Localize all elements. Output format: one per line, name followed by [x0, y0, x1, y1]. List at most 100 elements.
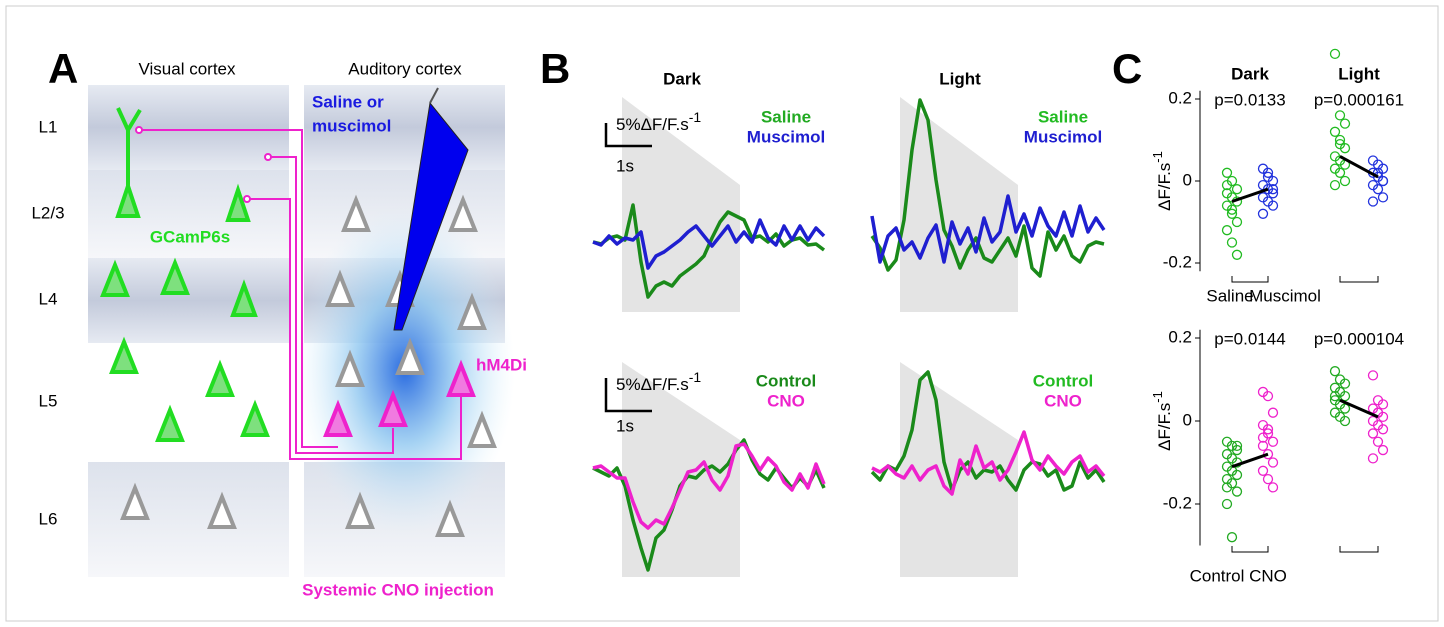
y-tick-label: 0.2 — [1168, 88, 1192, 107]
data-point — [1377, 444, 1389, 456]
panel-label: B — [540, 45, 570, 92]
mean-line — [1231, 187, 1269, 203]
panel-label: C — [1112, 45, 1142, 92]
data-point — [1377, 175, 1389, 187]
data-point — [1329, 48, 1341, 60]
data-point — [1221, 179, 1233, 191]
data-point — [1334, 134, 1346, 146]
data-point — [1372, 436, 1384, 447]
layer-label: L2/3 — [31, 203, 64, 222]
data-point — [1262, 424, 1274, 435]
data-point — [1231, 486, 1243, 497]
layer-label: L4 — [39, 289, 58, 308]
data-point — [1377, 399, 1389, 410]
p-value: p=0.000104 — [1314, 329, 1404, 348]
panel-a: A Visual cortex Auditory cortex L1 L2/3 … — [31, 45, 527, 599]
data-point — [1221, 167, 1233, 178]
category-label: Muscimol — [1249, 286, 1321, 305]
legend-entry: Muscimol — [1024, 127, 1102, 146]
category-label: Saline — [1206, 286, 1253, 305]
y-axis-label-exp: -1 — [1150, 391, 1165, 403]
data-point — [1262, 473, 1274, 485]
legend-entry: CNO — [767, 391, 805, 410]
column-title: Visual cortex — [138, 59, 236, 78]
data-point — [1221, 225, 1233, 236]
data-point — [1226, 237, 1238, 248]
y-tick-label: -0.2 — [1163, 493, 1192, 512]
data-point — [1377, 192, 1389, 203]
legend-entry: Control — [756, 371, 816, 390]
data-point — [1329, 126, 1341, 137]
legend-entry: CNO — [1044, 391, 1082, 410]
data-point — [1257, 465, 1269, 476]
frame — [5, 5, 1439, 622]
bracket — [1339, 276, 1379, 283]
panel-c: C — [1112, 45, 1142, 92]
data-point — [1231, 469, 1243, 481]
data-point — [1262, 390, 1274, 402]
data-point — [1339, 378, 1351, 389]
data-point — [1226, 208, 1238, 219]
legend-entry: Saline — [1038, 107, 1088, 126]
data-point — [1231, 440, 1243, 452]
p-value: p=0.0144 — [1214, 329, 1285, 348]
y-tick-label: 0 — [1183, 410, 1192, 429]
layer-label: L6 — [39, 509, 58, 528]
data-point — [1339, 118, 1351, 129]
y-tick-label: 0 — [1183, 170, 1192, 189]
y-axis-label: ΔF/F.s-1 — [1150, 151, 1174, 211]
category-label: Control — [1190, 566, 1245, 585]
mean-line — [1231, 452, 1269, 469]
data-point — [1334, 110, 1346, 121]
cno-injection-label: Systemic CNO injection — [302, 580, 494, 599]
data-point — [1231, 249, 1243, 260]
bracket — [1231, 276, 1269, 283]
layer-label: L1 — [39, 117, 58, 136]
hm4di-label: hM4Di — [476, 355, 527, 374]
data-point — [1329, 179, 1341, 191]
data-point — [1257, 432, 1269, 443]
data-point — [1267, 188, 1279, 199]
column-title: Dark — [663, 69, 701, 88]
data-point — [1367, 370, 1379, 381]
data-point — [1339, 415, 1351, 427]
y-tick-label: -0.2 — [1163, 252, 1192, 271]
data-point — [1334, 138, 1346, 150]
traces — [592, 98, 1106, 572]
panel-label: A — [48, 45, 78, 92]
data-point — [1257, 440, 1269, 452]
data-point — [1329, 390, 1341, 402]
injection-label: Saline or — [312, 92, 384, 111]
data-point — [1267, 457, 1279, 468]
scale-label: 5%ΔF/F.s-1 — [616, 109, 701, 135]
mean-line — [1339, 398, 1379, 419]
bracket — [1231, 546, 1269, 553]
column-title: Auditory cortex — [348, 59, 462, 78]
injection-label: muscimol — [312, 116, 391, 135]
data-point — [1367, 428, 1379, 439]
data-point — [1367, 453, 1379, 464]
data-point — [1262, 167, 1274, 178]
data-point — [1221, 498, 1233, 510]
data-point — [1221, 482, 1233, 493]
neurons — [100, 87, 497, 537]
stimulus — [622, 97, 1018, 577]
scale-label: 1s — [616, 416, 634, 435]
group-title: Light — [1338, 64, 1380, 83]
data-point — [1267, 407, 1279, 418]
data-point — [1231, 444, 1243, 456]
bracket — [1339, 546, 1379, 553]
data-point — [1267, 482, 1279, 493]
category-label: CNO — [1249, 566, 1287, 585]
data-point — [1377, 424, 1389, 435]
scale-bars — [604, 123, 652, 413]
data-point — [1226, 204, 1238, 215]
data-point — [1372, 184, 1384, 195]
y-axis-label-exp: -1 — [1150, 151, 1165, 163]
data-point — [1372, 407, 1384, 418]
data-point — [1267, 436, 1279, 447]
data-point — [1267, 200, 1279, 211]
scale-label: 1s — [616, 156, 634, 175]
mean-line — [1339, 155, 1379, 179]
